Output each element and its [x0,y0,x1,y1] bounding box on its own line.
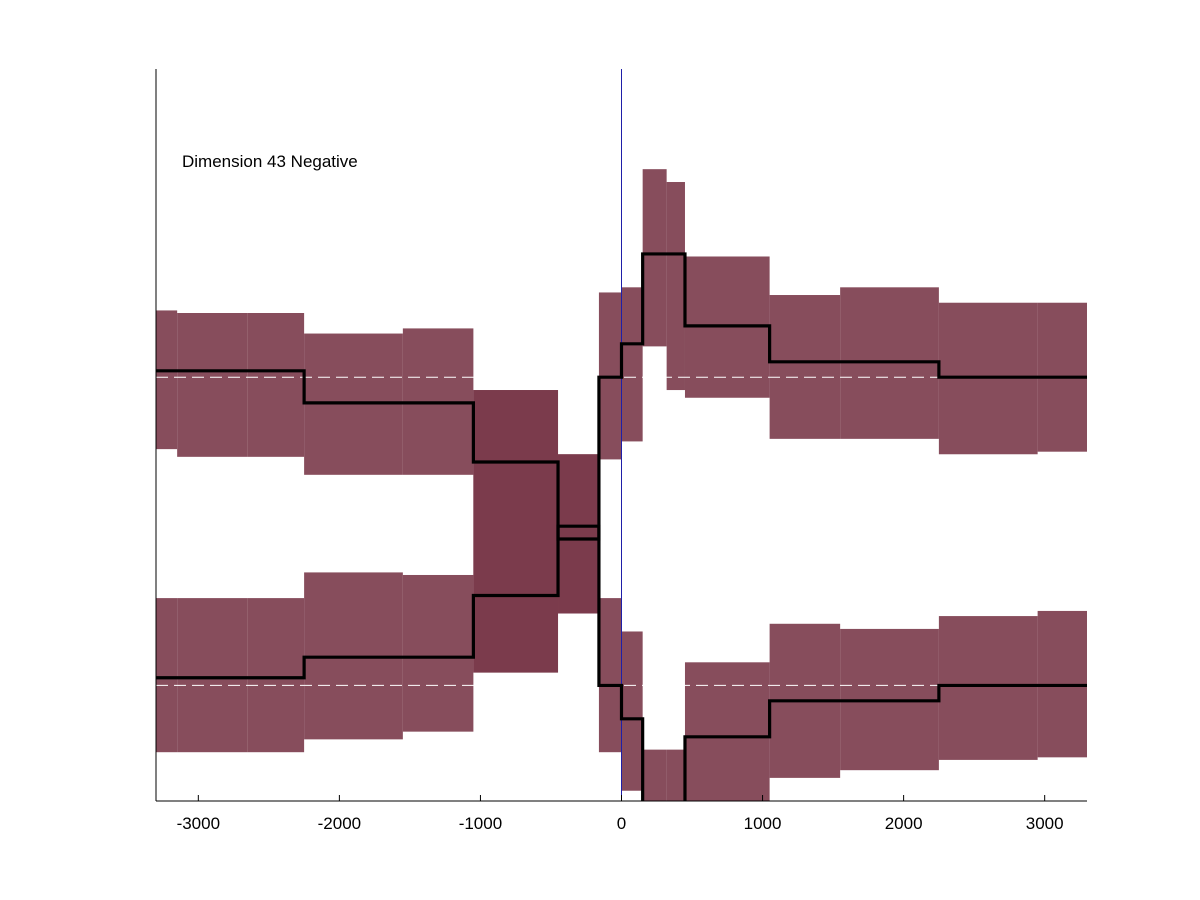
band-s1-b1 [177,598,248,753]
reference-lines [156,69,1087,801]
band-s1-b9 [642,749,667,801]
band-s1-b2 [247,598,305,753]
band-s1-b7 [598,598,622,753]
band-s1-b8 [621,631,643,791]
band-s1-b5 [473,390,559,673]
band-s1-b4 [402,574,474,732]
chart-annotation: Dimension 43 Negative [182,152,358,171]
x-tick-label: 3000 [1026,814,1064,833]
band-s1-b14 [938,616,1038,760]
x-tick-label: 1000 [744,814,782,833]
x-tick-label: -3000 [177,814,220,833]
series-lines [156,252,1087,801]
band-s0-b1 [177,313,248,457]
band-s1-b10 [666,749,685,801]
band-s0-b2 [247,313,305,457]
band-s0-b9 [642,169,667,347]
band-s0-b0 [156,310,178,450]
x-tick-label: -2000 [318,814,361,833]
series-line-1 [156,524,1087,801]
band-s0-b8 [621,287,643,442]
band-s1-b6 [558,454,599,614]
series-line-0 [156,252,1087,541]
x-tick-label: 2000 [885,814,923,833]
axes: -3000 -2000 -1000 0 1000 2000 3000 [155,69,1087,833]
x-tick-label: 0 [617,814,626,833]
band-s0-b12 [769,295,841,439]
band-s0-b10 [666,182,685,391]
x-tick-label: -1000 [459,814,502,833]
band-s1-b0 [156,598,178,753]
